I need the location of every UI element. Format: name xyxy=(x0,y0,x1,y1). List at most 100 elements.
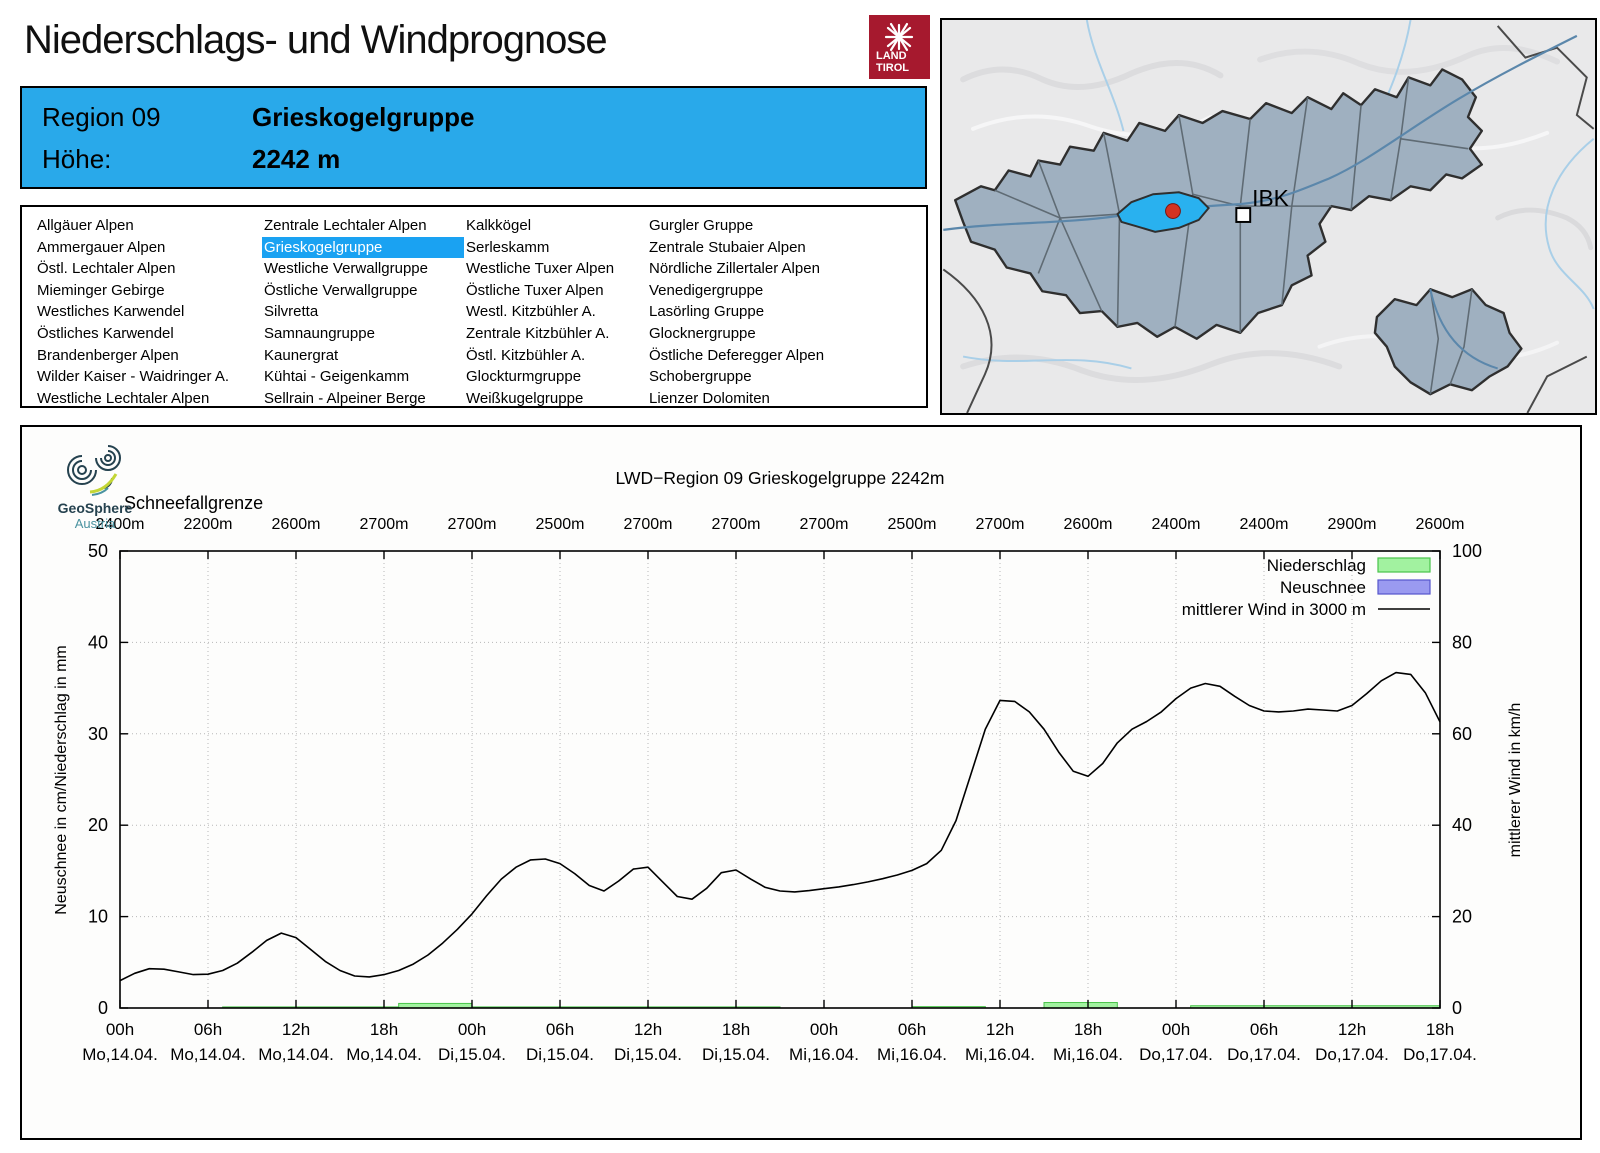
region-list-item[interactable]: Östliche Verwallgruppe xyxy=(264,281,418,299)
region-list: Allgäuer Alpen Ammergauer Alpen Östl. Lech… xyxy=(20,205,928,408)
legend-label: Neuschnee xyxy=(1280,578,1366,597)
region-list-item[interactable]: Zentrale Lechtaler Alpen xyxy=(264,217,427,234)
x-tick-date-label: Do,17.04. xyxy=(1227,1045,1301,1064)
snowline-row-label: Schneefallgrenze xyxy=(124,493,263,513)
x-tick-hour-label: 00h xyxy=(106,1020,134,1039)
region-list-item[interactable]: Gurgler Gruppe xyxy=(649,217,754,234)
region-list-item[interactable]: Glockturmgruppe xyxy=(466,368,582,386)
snowline-value: 2900m xyxy=(1328,516,1377,533)
x-tick-date-label: Di,15.04. xyxy=(702,1045,770,1064)
x-tick-date-label: Di,15.04. xyxy=(614,1045,682,1064)
region-list-item[interactable]: Zentrale Kitzbühler A. xyxy=(466,324,610,342)
plot-border xyxy=(119,550,1441,1009)
y-left-axis-title: Neuschnee in cm/Niederschlag in mm xyxy=(53,645,70,914)
region-list-item[interactable]: Sellrain - Alpeiner Berge xyxy=(264,389,426,407)
region-list-item[interactable]: Serleskamm xyxy=(466,238,550,256)
x-tick-hour-label: 00h xyxy=(810,1020,838,1039)
inn-river xyxy=(943,34,1578,231)
region-list-item[interactable]: Kaunergrat xyxy=(264,346,339,364)
geosphere-icon xyxy=(67,445,121,496)
region-list-item[interactable]: Östliche Tuxer Alpen xyxy=(466,281,604,299)
y-right-tick-label: 100 xyxy=(1452,541,1482,561)
region-label: Region 09 xyxy=(42,102,161,132)
y-left-tick-label: 40 xyxy=(88,632,108,652)
precipitation-bar xyxy=(1043,1002,1118,1009)
tirol-map-svg[interactable]: IBK xyxy=(942,19,1595,414)
snowline-value: 2600m xyxy=(1416,516,1465,533)
x-tick-hour-label: 06h xyxy=(1250,1020,1278,1039)
x-tick-hour-label: 18h xyxy=(1074,1020,1102,1039)
region-list-item[interactable]: Nördliche Zillertaler Alpen xyxy=(649,260,820,278)
legend-swatch-neuschnee xyxy=(1377,579,1431,595)
region-name: Grieskogelgruppe xyxy=(252,102,475,132)
region-list-item[interactable]: Mieminger Gebirge xyxy=(37,281,165,299)
region-list-item[interactable]: Östliches Karwendel xyxy=(37,324,174,342)
map-region-north-tirol[interactable] xyxy=(954,68,1484,340)
region-list-item[interactable]: Glocknergruppe xyxy=(649,324,756,342)
x-tick-hour-label: 12h xyxy=(634,1020,662,1039)
region-list-item[interactable]: Ammergauer Alpen xyxy=(37,238,166,256)
region-list-item[interactable]: Silvretta xyxy=(264,303,319,321)
tirol-map[interactable]: IBK xyxy=(940,18,1597,415)
region-list-item[interactable]: Westliche Verwallgruppe xyxy=(264,260,428,278)
region-list-item[interactable]: Östl. Kitzbühler A. xyxy=(466,346,586,364)
region-list-column: Zentrale Lechtaler Alpen Grieskogelgruppe… xyxy=(262,215,464,407)
region-list-item[interactable]: Kühtai - Geigenkamm xyxy=(264,368,410,386)
drau-river xyxy=(1429,289,1498,370)
snowline-value: 2700m xyxy=(800,516,849,533)
region-list-item[interactable]: Allgäuer Alpen xyxy=(37,217,134,234)
y-right-tick-label: 60 xyxy=(1452,724,1472,744)
y-left-tick-label: 30 xyxy=(88,724,108,744)
x-tick-date-label: Mi,16.04. xyxy=(1053,1045,1123,1064)
snowline-value: 2200m xyxy=(184,516,233,533)
region-list-item[interactable]: Weißkugelgruppe xyxy=(466,389,584,407)
x-tick-hour-label: 12h xyxy=(986,1020,1014,1039)
y-right-tick-label: 80 xyxy=(1452,632,1472,652)
region-list-item[interactable]: Westliche Lechtaler Alpen xyxy=(37,389,210,407)
region-list-item[interactable]: Westliche Tuxer Alpen xyxy=(466,260,615,278)
legend-swatch-niederschlag xyxy=(1377,557,1431,573)
geosphere-country: Austria xyxy=(74,516,116,531)
region-list-item[interactable]: Brandenberger Alpen xyxy=(37,346,179,364)
y-right-tick-label: 0 xyxy=(1452,998,1462,1018)
tirol-eagle-icon xyxy=(884,22,914,52)
region-list-item[interactable]: Östliche Deferegger Alpen xyxy=(649,346,825,364)
altitude-label: Höhe: xyxy=(42,144,112,174)
forecast-chart-svg: 00h Mo,14.04. 2400m 06h Mo,14.04. 2200m 12h Mo,… xyxy=(53,468,1524,1064)
region-list-item[interactable]: Westliches Karwendel xyxy=(37,303,185,321)
x-tick-date-label: Do,17.04. xyxy=(1403,1045,1477,1064)
snowline-value: 2700m xyxy=(712,516,761,533)
x-tick-date-label: Mo,14.04. xyxy=(346,1045,422,1064)
region-list-item-selected[interactable]: Grieskogelgruppe xyxy=(262,236,464,259)
map-selected-region[interactable] xyxy=(1116,191,1210,233)
region-list-item[interactable]: Kalkkögel xyxy=(466,217,532,234)
x-tick-hour-label: 18h xyxy=(1426,1020,1454,1039)
snowline-value: 2700m xyxy=(360,516,409,533)
region-list-item[interactable]: Schobergruppe xyxy=(649,368,752,386)
innsbruck-label: IBK xyxy=(1252,185,1289,211)
region-list-item[interactable]: Östl. Lechtaler Alpen xyxy=(37,260,176,278)
x-tick-date-label: Mo,14.04. xyxy=(258,1045,334,1064)
forecast-chart: 00h Mo,14.04. 2400m 06h Mo,14.04. 2200m 12h Mo,… xyxy=(20,425,1582,1140)
region-list-item[interactable]: Lasörling Gruppe xyxy=(649,303,765,321)
logo-text-tirol: TIROL xyxy=(876,62,909,74)
region-list-item[interactable]: Samnaungruppe xyxy=(264,324,375,342)
region-list-item[interactable]: Zentrale Stubaier Alpen xyxy=(649,238,806,256)
region-list-item[interactable]: Venedigergruppe xyxy=(649,281,764,299)
x-tick-date-label: Mi,16.04. xyxy=(965,1045,1035,1064)
x-tick-hour-label: 18h xyxy=(370,1020,398,1039)
x-tick-hour-label: 06h xyxy=(546,1020,574,1039)
region-list-item[interactable]: Wilder Kaiser - Waidringer A. xyxy=(37,368,229,386)
snowline-value: 2700m xyxy=(448,516,497,533)
state-borders xyxy=(942,25,1595,414)
x-tick-date-label: Di,15.04. xyxy=(438,1045,506,1064)
x-tick-hour-label: 12h xyxy=(1338,1020,1366,1039)
logo-text-land: LAND xyxy=(876,50,907,62)
map-region-east-tirol[interactable] xyxy=(1373,288,1523,396)
land-tirol-logo: LAND TIROL xyxy=(869,15,930,79)
region-list-item[interactable]: Lienzer Dolomiten xyxy=(649,389,770,407)
snowline-value: 2500m xyxy=(536,516,585,533)
region-list-item[interactable]: Westl. Kitzbühler A. xyxy=(466,303,596,321)
x-tick-date-label: Mo,14.04. xyxy=(82,1045,158,1064)
